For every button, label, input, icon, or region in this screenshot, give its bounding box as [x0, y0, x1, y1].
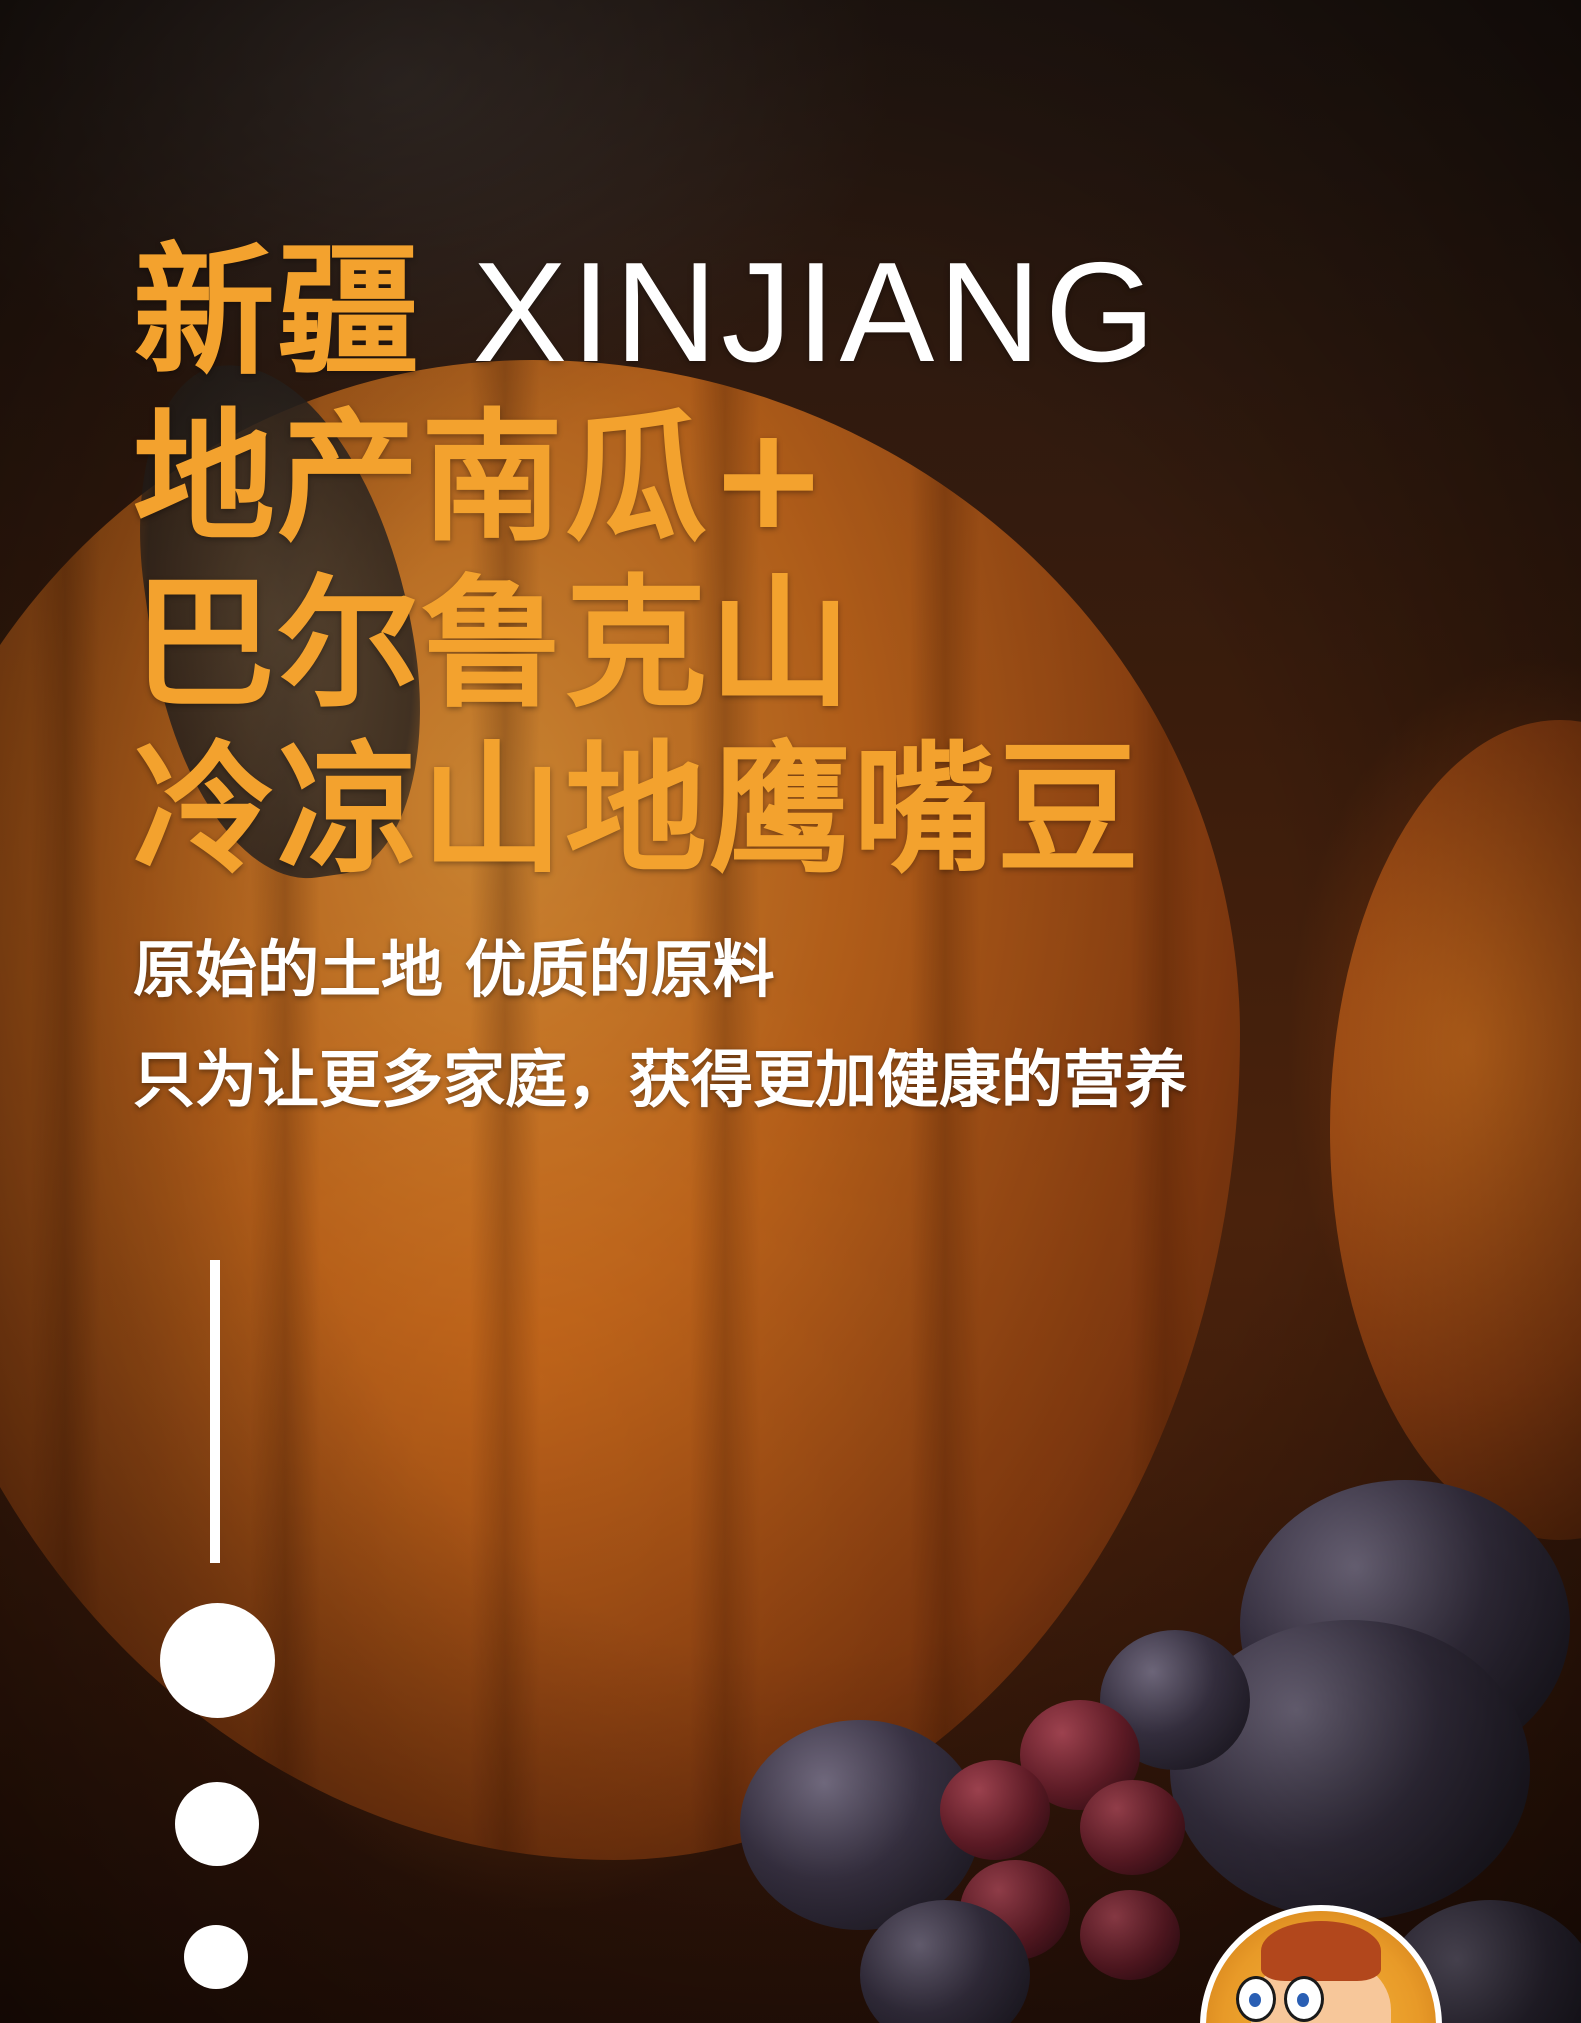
mascot-eye-left [1236, 1976, 1276, 2022]
decorative-dot-large [160, 1603, 275, 1718]
tagline: 原始的土地 优质的原料 只为让更多家庭，获得更加健康的营养 [133, 915, 1187, 1135]
tagline-line-1: 原始的土地 优质的原料 [133, 933, 775, 1006]
tagline-line-2: 只为让更多家庭，获得更加健康的营养 [133, 1043, 1188, 1116]
headline-line-3: 巴尔鲁克山 [133, 562, 853, 727]
headline-line-4: 冷凉山地鹰嘴豆 [133, 728, 1141, 893]
decorative-dot-medium [175, 1782, 259, 1866]
headline-line-2: 地产南瓜+ [133, 396, 830, 561]
headline-line-1: 新疆 XINJIANG [133, 230, 1159, 396]
headline-region-latin: XINJIANG [472, 233, 1160, 392]
headline: 新疆 XINJIANG 地产南瓜+ 巴尔鲁克山 冷凉山地鹰嘴豆 [133, 230, 1159, 894]
decorative-dot-small [184, 1925, 248, 1989]
mascot-hair [1261, 1921, 1381, 1981]
decorative-vertical-line [210, 1260, 220, 1563]
mascot-eye-right [1284, 1976, 1324, 2022]
headline-region-cn: 新疆 [133, 230, 421, 395]
